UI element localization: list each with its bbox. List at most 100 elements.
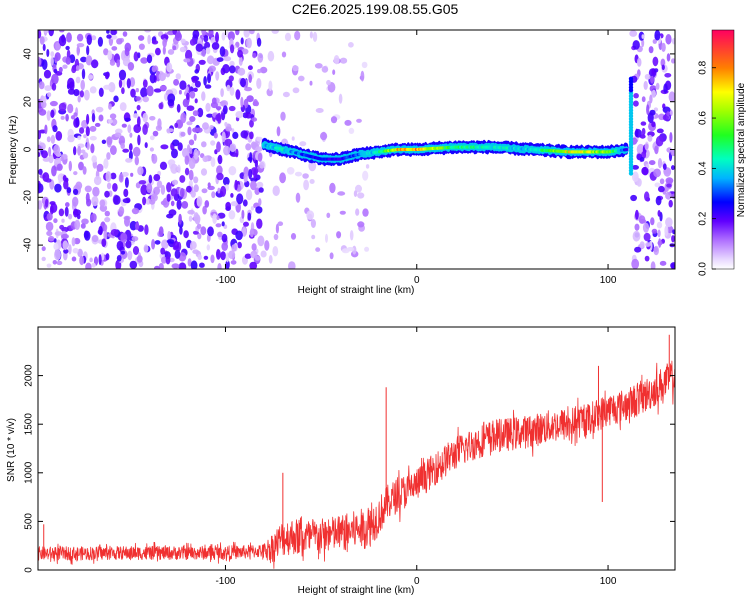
- noise-blob: [65, 45, 70, 51]
- noise-blob: [643, 232, 651, 242]
- noise-blob: [188, 139, 195, 146]
- noise-blob: [122, 198, 131, 204]
- noise-blob: [42, 43, 46, 52]
- figure-title: C2E6.2025.199.08.55.G05: [291, 1, 459, 17]
- noise-blob: [326, 212, 331, 218]
- noise-blob: [210, 157, 216, 168]
- noise-blob: [135, 88, 139, 93]
- noise-blob: [228, 210, 236, 220]
- noise-blob: [137, 116, 141, 127]
- noise-blob: [201, 91, 206, 102]
- noise-blob: [121, 123, 127, 128]
- noise-blob: [332, 69, 336, 75]
- spectrogram-panel: -100 0 100 -40 -20 0 20 40 Height of straight …: [8, 29, 676, 296]
- noise-blob: [65, 202, 70, 208]
- noise-blob: [54, 183, 62, 193]
- noise-blob: [650, 261, 656, 269]
- noise-blob: [204, 84, 212, 89]
- noise-blob: [154, 186, 161, 195]
- noise-blob: [242, 199, 248, 207]
- noise-blob: [670, 262, 675, 269]
- noise-blob: [234, 179, 238, 191]
- noise-blob: [63, 179, 69, 190]
- noise-blob: [213, 132, 218, 139]
- noise-blob: [284, 32, 292, 42]
- noise-blob: [122, 31, 128, 37]
- x-tick-label: -100: [215, 275, 235, 286]
- noise-blob: [205, 47, 211, 55]
- noise-blob: [228, 250, 236, 259]
- noise-blob: [129, 77, 136, 88]
- noise-blob: [249, 261, 258, 269]
- noise-blob: [124, 47, 130, 57]
- noise-blob: [223, 56, 232, 62]
- noise-blob: [211, 42, 220, 50]
- noise-blob: [129, 220, 138, 231]
- x-tick-label: 100: [600, 275, 617, 286]
- noise-blob: [253, 168, 257, 180]
- noise-blob: [250, 141, 257, 150]
- noise-blob: [220, 88, 224, 98]
- noise-blob: [77, 248, 83, 258]
- noise-blob: [247, 65, 253, 71]
- noise-blob: [315, 247, 321, 252]
- noise-blob: [245, 143, 252, 151]
- noise-blob: [252, 52, 257, 59]
- noise-blob: [220, 185, 227, 197]
- noise-blob: [38, 168, 43, 175]
- noise-blob: [200, 168, 208, 176]
- noise-blob: [657, 210, 661, 217]
- noise-blob: [672, 229, 675, 235]
- noise-blob: [189, 116, 196, 122]
- noise-blob: [277, 221, 284, 226]
- noise-blob: [356, 118, 362, 123]
- noise-blob: [40, 101, 47, 109]
- noise-blob: [299, 141, 307, 147]
- noise-blob: [172, 139, 180, 147]
- noise-blob: [93, 175, 102, 186]
- noise-blob: [254, 146, 263, 152]
- noise-blob: [229, 86, 235, 96]
- noise-blob: [69, 81, 75, 91]
- noise-blob: [666, 111, 671, 117]
- noise-blob: [176, 199, 182, 210]
- noise-blob: [178, 213, 182, 225]
- noise-blob: [630, 194, 637, 202]
- noise-blob: [652, 56, 659, 67]
- noise-blob: [124, 216, 130, 227]
- noise-blob: [272, 185, 280, 197]
- noise-blob: [216, 249, 221, 260]
- noise-blob: [225, 206, 231, 212]
- noise-blob: [54, 249, 61, 261]
- noise-blob: [235, 89, 241, 100]
- noise-blob: [209, 125, 214, 130]
- noise-blob: [187, 126, 192, 136]
- noise-blob: [634, 223, 640, 231]
- noise-blob: [62, 240, 69, 250]
- noise-blob: [162, 46, 166, 55]
- noise-blob: [91, 155, 97, 163]
- noise-blob: [197, 232, 202, 240]
- noise-blob: [71, 237, 76, 247]
- noise-blob: [260, 250, 267, 258]
- noise-blob: [273, 233, 279, 241]
- noise-blob: [112, 183, 118, 192]
- noise-blob: [43, 69, 52, 79]
- noise-blob: [214, 149, 218, 155]
- noise-blob: [650, 75, 655, 84]
- noise-blob: [655, 196, 662, 206]
- noise-blob: [181, 201, 189, 209]
- noise-blob: [641, 127, 646, 136]
- noise-blob: [66, 32, 72, 43]
- noise-blob: [136, 104, 141, 111]
- noise-blob: [127, 124, 132, 134]
- noise-blob: [247, 212, 252, 221]
- noise-blob: [180, 131, 186, 137]
- noise-blob: [109, 113, 117, 119]
- noise-blob: [80, 149, 86, 154]
- noise-blob: [103, 224, 108, 232]
- noise-blob: [228, 166, 237, 176]
- noise-blob: [188, 169, 194, 181]
- noise-blob: [50, 134, 56, 144]
- noise-blob: [137, 134, 141, 146]
